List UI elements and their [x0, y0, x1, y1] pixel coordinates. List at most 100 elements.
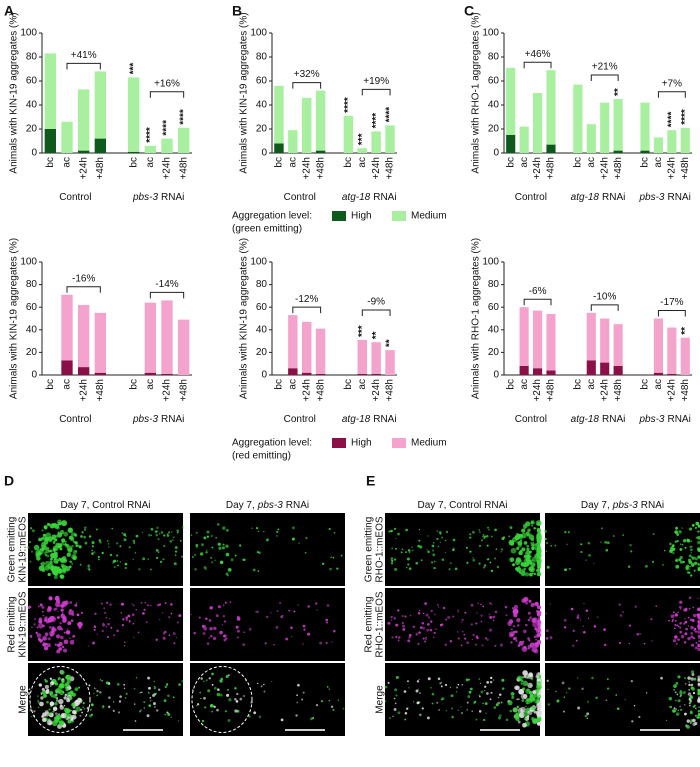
bar-segment [144, 372, 156, 375]
signal-dot [213, 705, 216, 709]
signal-dot [79, 563, 82, 566]
signal-dot [51, 626, 55, 630]
x-tick-label: ac [653, 379, 664, 390]
signal-dot [41, 568, 46, 573]
signal-dot [54, 682, 59, 686]
signal-dot [651, 640, 653, 642]
signal-dot [91, 549, 93, 552]
signal-dot [691, 687, 696, 691]
signal-dot [390, 557, 394, 560]
signal-dot [109, 553, 113, 557]
x-tick-label: +24h [162, 379, 173, 402]
signal-dot [516, 618, 521, 623]
signal-dot [61, 679, 65, 684]
signal-dot [211, 546, 214, 549]
x-tick-label: ac [287, 379, 298, 390]
signal-dot [694, 630, 698, 633]
micrograph [28, 663, 183, 736]
signal-dot [142, 557, 146, 561]
signal-dot [42, 712, 47, 717]
signal-dot [650, 618, 653, 621]
x-tick-label: +24h [162, 157, 173, 180]
signal-dot [697, 675, 700, 679]
bar-segment [302, 321, 312, 373]
signal-dot [78, 545, 82, 549]
significance-label: ** [680, 327, 691, 335]
signal-dot [304, 551, 307, 554]
signal-dot [93, 628, 96, 631]
signal-dot [520, 709, 525, 714]
signal-dot [408, 567, 412, 570]
signal-dot [677, 699, 681, 703]
signal-dot [162, 558, 165, 561]
y-axis-label: Animals with KIN-19 aggregates (%) [9, 12, 20, 173]
signal-dot [480, 614, 483, 617]
signal-dot [460, 621, 463, 623]
signal-dot [101, 679, 104, 682]
signal-dot [514, 630, 518, 634]
signal-dot [134, 551, 137, 554]
signal-dot [71, 702, 76, 707]
signal-dot [148, 533, 151, 537]
signal-dot [587, 541, 591, 545]
signal-dot [515, 639, 518, 643]
signal-dot [593, 562, 595, 564]
signal-dot [694, 721, 698, 726]
signal-dot [93, 687, 96, 689]
signal-dot [690, 540, 693, 542]
signal-dot [687, 558, 692, 562]
signal-dot [408, 551, 411, 554]
signal-dot [535, 520, 542, 527]
signal-dot [628, 624, 632, 627]
signal-dot [65, 544, 69, 548]
signal-dot [688, 683, 691, 687]
signal-dot [159, 619, 161, 621]
x-tick-label: bc [274, 379, 285, 390]
signal-dot [532, 621, 538, 628]
signal-dot [537, 563, 541, 568]
signal-dot [437, 545, 440, 548]
signal-dot [178, 683, 181, 686]
micrograph [545, 663, 700, 736]
signal-dot [206, 642, 210, 645]
signal-dot [37, 695, 39, 697]
signal-dot [132, 613, 135, 616]
signal-dot [501, 678, 505, 682]
signal-dot [536, 694, 542, 699]
signal-dot [263, 683, 265, 686]
signal-dot [168, 616, 171, 619]
signal-dot [507, 700, 513, 706]
signal-dot [121, 623, 125, 627]
bar-segment [315, 90, 326, 151]
signal-dot [255, 611, 257, 613]
signal-dot [465, 678, 469, 682]
signal-dot [99, 691, 102, 694]
change-label: -14% [155, 279, 178, 290]
signal-dot [697, 540, 700, 545]
signal-dot [535, 568, 540, 573]
signal-dot [393, 697, 396, 700]
signal-dot [536, 605, 542, 610]
bar-segment [667, 373, 677, 375]
bracket [523, 61, 552, 69]
signal-dot [627, 565, 631, 568]
signal-dot [28, 688, 31, 691]
signal-dot [683, 622, 686, 625]
signal-dot [510, 547, 517, 554]
bracket [149, 91, 185, 98]
signal-dot [209, 703, 214, 708]
bar-segment [586, 360, 596, 375]
signal-dot [687, 692, 692, 696]
legend-title: Aggregation level: [232, 211, 312, 222]
signal-dot [163, 699, 167, 703]
row-label: KIN-19::mEOS [18, 516, 29, 582]
signal-dot [679, 600, 683, 604]
signal-dot [532, 690, 537, 695]
signal-dot [679, 543, 682, 545]
signal-dot [480, 620, 483, 623]
signal-dot [426, 716, 430, 720]
signal-dot [78, 625, 82, 630]
signal-dot [547, 688, 549, 690]
signal-dot [39, 603, 43, 607]
signal-dot [496, 565, 499, 568]
